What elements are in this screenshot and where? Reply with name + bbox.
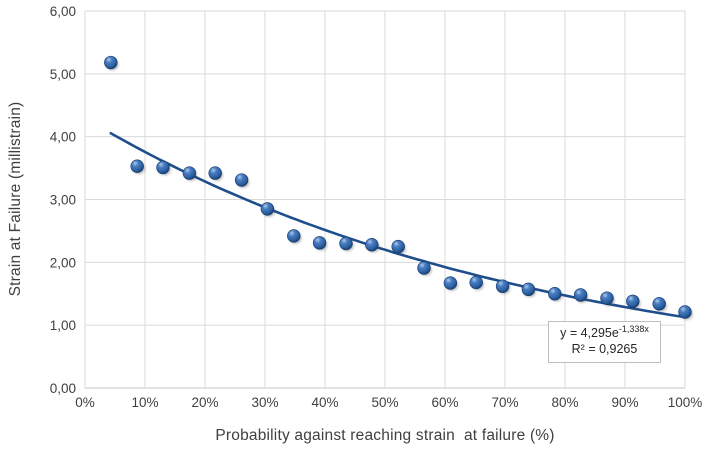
x-tick-label: 90% [611, 395, 638, 410]
data-point [391, 239, 405, 254]
data-point [182, 166, 197, 180]
y-tick-label: 4,00 [50, 130, 76, 145]
x-tick-label: 20% [191, 395, 218, 410]
data-point [495, 279, 510, 293]
data-point [417, 261, 431, 275]
x-tick-label: 60% [431, 395, 458, 410]
data-point [626, 294, 640, 308]
data-point [443, 276, 458, 290]
data-point [312, 236, 327, 250]
data-point [600, 291, 614, 305]
data-point [365, 238, 379, 252]
data-point [652, 297, 666, 311]
data-point [678, 305, 692, 319]
data-point [208, 166, 222, 180]
x-tick-label: 30% [251, 395, 278, 410]
data-point [234, 173, 249, 187]
x-tick-label: 40% [311, 395, 338, 410]
data-point [548, 287, 562, 301]
y-tick-label: 2,00 [50, 255, 76, 270]
x-tick-label: 80% [551, 395, 578, 410]
data-point [104, 55, 118, 70]
data-point [521, 282, 536, 297]
data-point [469, 275, 483, 290]
x-tick-label: 70% [491, 395, 518, 410]
y-axis-title: Strain at Failure (millistrain) [7, 101, 24, 297]
y-tick-label: 5,00 [50, 67, 76, 82]
data-point [130, 159, 144, 173]
trendline-curve [109, 131, 683, 318]
y-tick-label: 3,00 [50, 193, 76, 208]
data-point [573, 288, 588, 302]
y-tick-label: 0,00 [50, 381, 76, 396]
x-tick-label: 10% [131, 395, 158, 410]
data-point [260, 202, 275, 216]
trendline-equation-label: y = 4,295e-1,338x R² = 0,9265 [548, 321, 661, 363]
data-point [287, 229, 301, 243]
r-squared-value: R² = 0,9265 [571, 342, 638, 357]
data-point [156, 160, 170, 175]
equation-exponent: -1,338x [618, 323, 649, 334]
x-axis-title: Probability against reaching strain at f… [215, 427, 555, 444]
data-point [339, 236, 353, 251]
trendline-equation: y = 4,295e-1,338x [560, 323, 649, 340]
y-tick-label: 6,00 [50, 4, 76, 19]
x-tick-label: 100% [668, 395, 703, 410]
x-tick-label: 50% [371, 395, 398, 410]
y-tick-label: 1,00 [50, 318, 76, 333]
x-tick-label: 0% [75, 395, 95, 410]
